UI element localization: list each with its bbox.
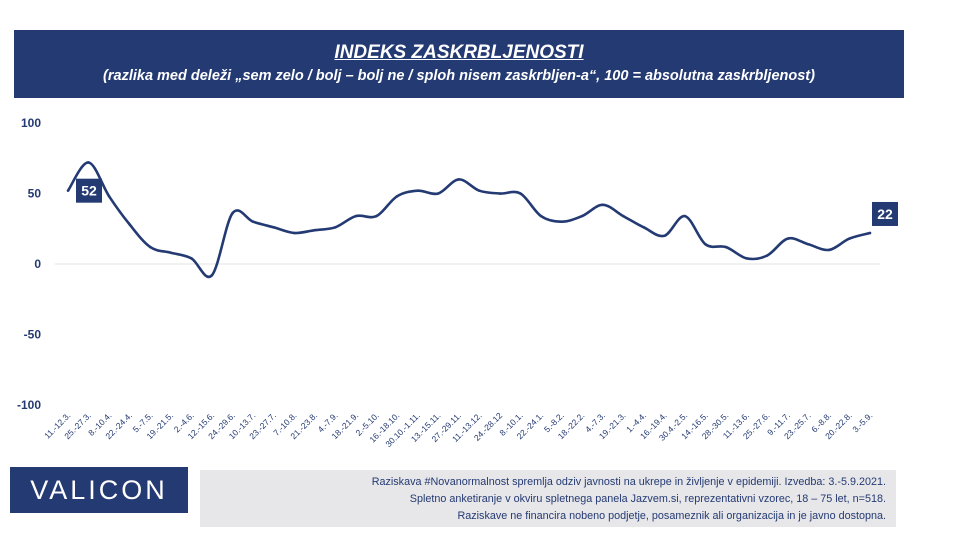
data-label: 22 <box>877 206 893 222</box>
y-tick-label: 0 <box>34 257 41 271</box>
data-point <box>148 245 152 249</box>
data-point <box>210 273 214 277</box>
y-tick-label: 100 <box>21 116 41 130</box>
data-point <box>807 242 810 246</box>
data-point <box>621 214 625 218</box>
footer-line-1: Raziskava #Novanormalnost spremlja odziv… <box>371 476 886 488</box>
data-point <box>724 245 728 249</box>
data-point <box>786 237 790 240</box>
valicon-logo: VALICON <box>10 467 188 513</box>
data-point <box>477 189 481 192</box>
footer-note: Raziskava #Novanormalnost spremlja odziv… <box>200 470 896 527</box>
data-point <box>334 226 337 229</box>
series-line <box>66 161 871 279</box>
line-chart: 100500-50-10011.-12.3.25.-27.3.8.-10.4.2… <box>17 116 898 449</box>
data-point <box>519 192 522 195</box>
data-point <box>848 237 851 240</box>
data-point <box>601 203 604 207</box>
data-point <box>272 226 275 229</box>
y-tick-label: 50 <box>28 187 42 201</box>
data-point <box>128 223 131 226</box>
y-tick-label: -50 <box>24 328 42 342</box>
title-banner: INDEKS ZASKRBLJENOSTI (razlika med delež… <box>14 30 904 98</box>
data-point <box>868 231 872 235</box>
data-point <box>539 214 543 218</box>
data-point <box>765 254 769 257</box>
data-point <box>190 257 193 260</box>
data-label-box <box>76 178 102 203</box>
data-point <box>395 195 399 198</box>
data-point <box>169 251 173 255</box>
logo-text: VALICON <box>30 474 168 505</box>
footer-line-2: Spletno anketiranje v okviru spletnega p… <box>409 493 886 505</box>
data-point <box>231 211 234 215</box>
data-label: 52 <box>81 183 97 199</box>
data-point <box>457 178 461 181</box>
data-point <box>251 220 255 223</box>
data-point <box>66 189 70 192</box>
data-point <box>292 231 296 235</box>
chart-subtitle: (razlika med deleži „sem zelo / bolj – b… <box>103 68 815 84</box>
footer-line-3: Raziskave ne financira nobeno podjetje, … <box>457 510 886 522</box>
data-point <box>107 195 111 198</box>
data-point <box>560 220 563 223</box>
y-tick-label: -100 <box>17 398 41 412</box>
data-point <box>580 214 584 218</box>
data-label-box <box>872 201 898 226</box>
data-point <box>436 192 440 195</box>
data-point <box>354 214 358 218</box>
data-point <box>827 248 831 252</box>
data-point <box>704 242 707 246</box>
data-point <box>87 161 90 164</box>
data-point <box>416 189 419 192</box>
data-point <box>375 214 378 218</box>
chart-title: INDEKS ZASKRBLJENOSTI <box>334 42 584 63</box>
data-point <box>313 228 317 232</box>
data-point <box>498 192 502 195</box>
x-tick-label: 3.-5.9. <box>850 410 874 434</box>
data-point <box>663 234 666 238</box>
data-point <box>683 214 687 218</box>
data-point <box>745 257 748 260</box>
data-point <box>642 226 646 229</box>
